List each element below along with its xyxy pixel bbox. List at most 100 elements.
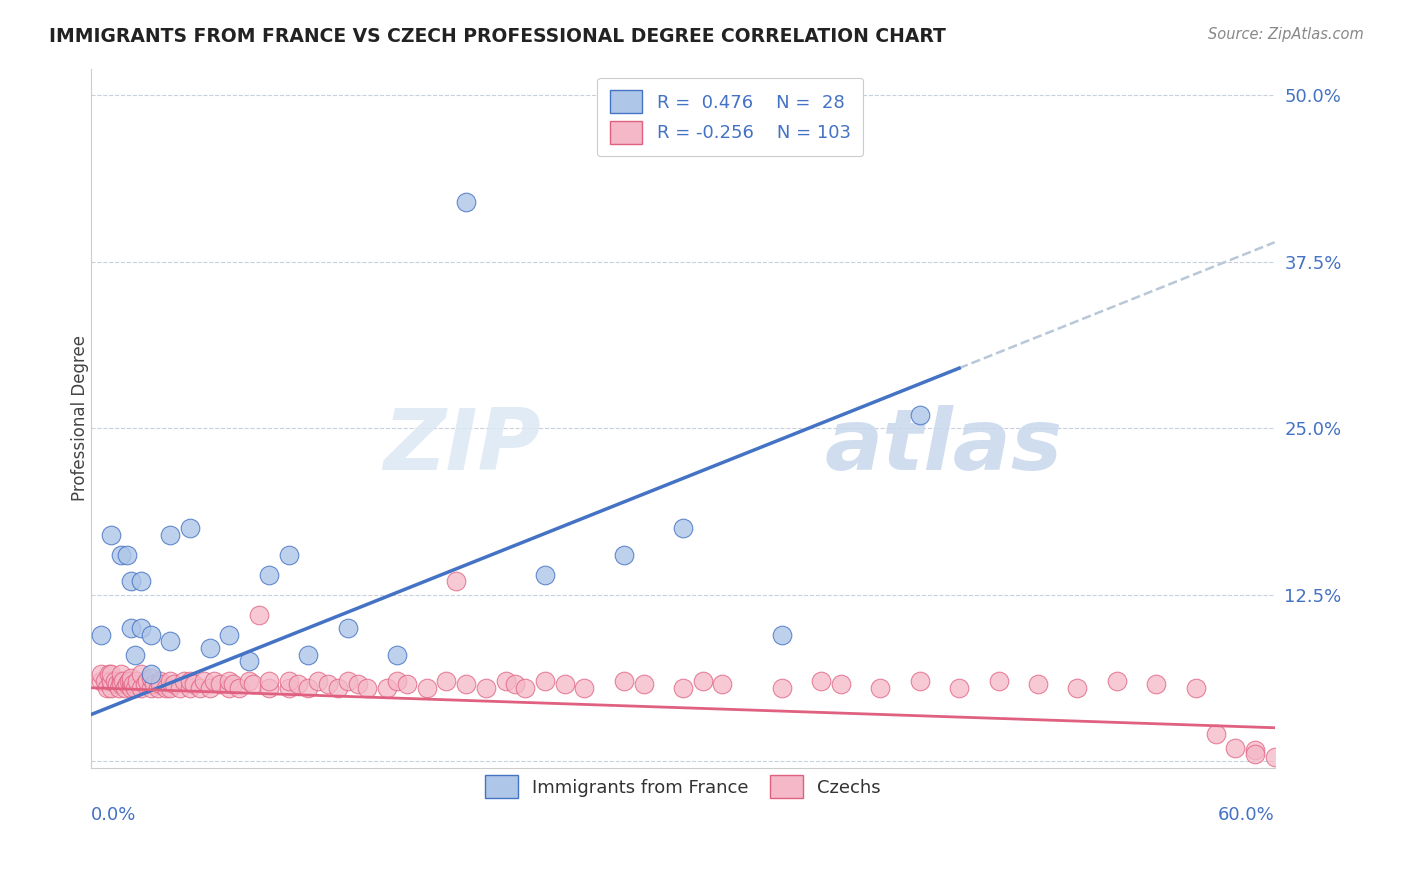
Point xyxy=(277,681,299,695)
Point xyxy=(672,681,695,695)
Point xyxy=(110,674,132,689)
Point xyxy=(613,674,636,689)
Point xyxy=(1244,743,1267,757)
Point xyxy=(110,677,132,691)
Point xyxy=(948,681,970,695)
Point xyxy=(454,194,477,209)
Point xyxy=(129,621,152,635)
Point xyxy=(830,677,852,691)
Point xyxy=(672,521,695,535)
Point xyxy=(115,677,138,691)
Point xyxy=(208,677,231,691)
Point xyxy=(242,677,264,691)
Point xyxy=(183,677,205,691)
Point xyxy=(257,674,280,689)
Point xyxy=(104,674,127,689)
Point xyxy=(90,674,112,689)
Point xyxy=(1066,681,1088,695)
Point xyxy=(111,674,134,689)
Point xyxy=(148,681,170,695)
Point xyxy=(770,681,793,695)
Point xyxy=(149,674,172,689)
Point xyxy=(375,681,398,695)
Point xyxy=(692,674,714,689)
Point xyxy=(356,681,378,695)
Point xyxy=(1105,674,1128,689)
Point xyxy=(139,681,162,695)
Point xyxy=(169,681,191,695)
Point xyxy=(124,648,146,662)
Point xyxy=(336,674,359,689)
Point xyxy=(120,621,142,635)
Point xyxy=(96,681,118,695)
Point xyxy=(124,681,146,695)
Point xyxy=(434,674,457,689)
Point xyxy=(238,654,260,668)
Point xyxy=(135,674,157,689)
Point xyxy=(515,681,537,695)
Point xyxy=(385,674,408,689)
Point xyxy=(336,621,359,635)
Point xyxy=(90,627,112,641)
Point xyxy=(110,667,132,681)
Text: IMMIGRANTS FROM FRANCE VS CZECH PROFESSIONAL DEGREE CORRELATION CHART: IMMIGRANTS FROM FRANCE VS CZECH PROFESSI… xyxy=(49,27,946,45)
Point xyxy=(415,681,437,695)
Point xyxy=(297,648,319,662)
Point xyxy=(218,681,240,695)
Point xyxy=(125,674,148,689)
Point xyxy=(159,527,181,541)
Point xyxy=(1026,677,1049,691)
Point xyxy=(613,548,636,562)
Point xyxy=(1185,681,1208,695)
Point xyxy=(869,681,891,695)
Point xyxy=(1144,677,1167,691)
Y-axis label: Professional Degree: Professional Degree xyxy=(72,335,89,501)
Point xyxy=(454,677,477,691)
Text: 0.0%: 0.0% xyxy=(91,806,136,824)
Point xyxy=(1264,750,1286,764)
Point xyxy=(316,677,339,691)
Text: atlas: atlas xyxy=(825,405,1063,488)
Point xyxy=(222,677,245,691)
Point xyxy=(120,681,142,695)
Point xyxy=(257,567,280,582)
Point xyxy=(307,674,329,689)
Point xyxy=(129,681,152,695)
Point xyxy=(574,681,596,695)
Point xyxy=(908,674,931,689)
Point xyxy=(1244,747,1267,762)
Point xyxy=(90,667,112,681)
Point xyxy=(326,681,349,695)
Point xyxy=(188,681,211,695)
Point xyxy=(218,674,240,689)
Point xyxy=(120,672,142,686)
Point xyxy=(139,672,162,686)
Point xyxy=(179,674,201,689)
Point xyxy=(770,627,793,641)
Point xyxy=(100,667,122,681)
Point xyxy=(94,674,117,689)
Point xyxy=(711,677,734,691)
Point xyxy=(633,677,655,691)
Point xyxy=(100,674,122,689)
Point xyxy=(228,681,250,695)
Point xyxy=(395,677,418,691)
Point xyxy=(505,677,527,691)
Point xyxy=(143,677,166,691)
Point xyxy=(810,674,832,689)
Point xyxy=(139,667,162,681)
Text: 60.0%: 60.0% xyxy=(1218,806,1275,824)
Point xyxy=(193,674,215,689)
Point xyxy=(534,674,557,689)
Point xyxy=(277,548,299,562)
Point xyxy=(100,527,122,541)
Point xyxy=(534,567,557,582)
Point xyxy=(554,677,576,691)
Text: ZIP: ZIP xyxy=(384,405,541,488)
Legend: Immigrants from France, Czechs: Immigrants from France, Czechs xyxy=(472,763,893,811)
Point xyxy=(385,648,408,662)
Point xyxy=(475,681,498,695)
Point xyxy=(238,674,260,689)
Point xyxy=(247,607,270,622)
Point xyxy=(198,640,221,655)
